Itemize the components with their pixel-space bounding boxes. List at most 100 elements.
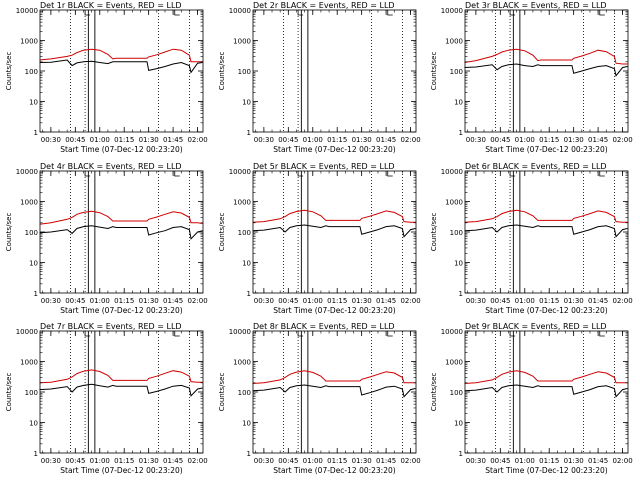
x-tick-label: 00:45	[65, 136, 85, 144]
y-axis-label: Counts/sec	[218, 373, 226, 412]
y-tick-label: 10000	[441, 328, 463, 336]
events-series-line	[464, 224, 628, 238]
plot-frame	[252, 170, 417, 294]
y-axis-label: Counts/sec	[430, 52, 438, 91]
x-tick-label: 01:15	[327, 297, 347, 305]
chart-panel-9: Det 9r BLACK = Events, RED = LLD 1 10 100 10…	[430, 322, 633, 475]
y-tick-label: 10	[454, 260, 463, 268]
x-tick-label: 02:00	[400, 297, 420, 305]
y-axis-label: Counts/sec	[5, 213, 13, 252]
x-tick-label: 01:30	[564, 136, 584, 144]
x-tick-label: 00:30	[466, 457, 486, 465]
lld-series-line	[464, 48, 628, 65]
y-axis-label: Counts/sec	[430, 213, 438, 252]
x-tick-label: 01:15	[114, 136, 134, 144]
x-tick-label: 00:30	[466, 136, 486, 144]
y-tick-label: 1	[459, 450, 463, 458]
panel-title: Det 1r BLACK = Events, RED = LLD	[40, 1, 182, 10]
plot-frame	[464, 330, 629, 454]
x-tick-label: 01:45	[376, 457, 396, 465]
y-tick-label: 1000	[20, 38, 38, 46]
events-series-line	[464, 63, 628, 77]
plot-frame	[252, 330, 417, 454]
x-tick-label: 01:00	[515, 457, 535, 465]
y-tick-label: 1000	[445, 38, 463, 46]
x-tick-label: 01:00	[303, 297, 323, 305]
panel-title: Det 8r BLACK = Events, RED = LLD	[253, 322, 395, 331]
chart-panel-6: Det 6r BLACK = Events, RED = LLD 1 10 100 10…	[430, 162, 633, 315]
x-tick-label: 01:00	[90, 136, 110, 144]
x-tick-label: 02:00	[612, 136, 632, 144]
y-tick-label: 10	[242, 260, 251, 268]
panel-title: Det 5r BLACK = Events, RED = LLD	[253, 162, 395, 171]
x-tick-label: 02:00	[612, 297, 632, 305]
x-tick-label: 00:45	[65, 457, 85, 465]
flag-marker	[387, 10, 393, 16]
plot-frame	[39, 170, 204, 294]
y-tick-label: 10	[242, 420, 251, 428]
x-tick-label: 01:30	[352, 457, 372, 465]
y-axis-label: Counts/sec	[430, 373, 438, 412]
y-tick-label: 1000	[20, 359, 38, 367]
x-tick-label: 01:00	[303, 457, 323, 465]
panel-title: Det 9r BLACK = Events, RED = LLD	[465, 322, 607, 331]
events-series-line	[252, 384, 416, 398]
flag-marker	[84, 331, 91, 337]
x-tick-label: 01:00	[90, 457, 110, 465]
events-series-line	[464, 384, 628, 398]
y-tick-label: 100	[238, 68, 251, 76]
y-tick-label: 10000	[229, 328, 251, 336]
plot-frame	[39, 9, 204, 133]
x-axis-label: Start Time (07-Dec-12 00:23:20)	[60, 145, 182, 154]
y-tick-label: 1000	[20, 199, 38, 207]
flag-marker	[297, 331, 304, 337]
events-series-line	[39, 59, 203, 74]
y-tick-label: 1000	[233, 38, 251, 46]
x-tick-label: 00:30	[254, 136, 274, 144]
lld-series-line	[39, 48, 203, 63]
y-tick-label: 1	[34, 129, 38, 137]
y-tick-label: 1000	[233, 359, 251, 367]
x-tick-label: 01:00	[303, 136, 323, 144]
x-tick-label: 00:30	[466, 297, 486, 305]
x-tick-label: 01:30	[564, 457, 584, 465]
x-tick-label: 01:45	[163, 297, 183, 305]
x-tick-label: 01:30	[139, 136, 159, 144]
y-axis-label: Counts/sec	[218, 52, 226, 91]
x-axis-label: Start Time (07-Dec-12 00:23:20)	[273, 145, 395, 154]
y-tick-label: 1	[459, 129, 463, 137]
flag-marker	[509, 10, 516, 16]
x-tick-label: 01:45	[163, 457, 183, 465]
chart-panel-7: Det 7r BLACK = Events, RED = LLD 1 10 100 10…	[5, 322, 208, 475]
x-tick-label: 01:30	[352, 297, 372, 305]
y-tick-label: 1	[459, 290, 463, 298]
x-tick-label: 00:30	[254, 457, 274, 465]
y-tick-label: 10000	[16, 328, 38, 336]
y-tick-label: 1000	[445, 199, 463, 207]
x-tick-label: 01:15	[539, 297, 559, 305]
y-tick-label: 10000	[16, 7, 38, 15]
x-tick-label: 01:45	[163, 136, 183, 144]
flag-marker	[387, 171, 393, 177]
x-tick-label: 00:30	[254, 297, 274, 305]
x-tick-label: 01:15	[114, 457, 134, 465]
flag-marker	[174, 331, 180, 337]
chart-panel-5: Det 5r BLACK = Events, RED = LLD 1 10 100 10…	[218, 162, 421, 315]
x-tick-label: 01:45	[588, 457, 608, 465]
y-tick-label: 100	[450, 389, 463, 397]
x-axis-label: Start Time (07-Dec-12 00:23:20)	[485, 466, 607, 475]
y-axis-label: Counts/sec	[5, 373, 13, 412]
x-tick-label: 01:15	[539, 136, 559, 144]
lld-series-line	[464, 370, 628, 384]
x-tick-label: 01:30	[352, 136, 372, 144]
panel-title: Det 7r BLACK = Events, RED = LLD	[40, 322, 182, 331]
plot-frame	[39, 330, 204, 454]
y-tick-label: 10	[454, 420, 463, 428]
flag-marker	[387, 331, 393, 337]
x-tick-label: 01:00	[90, 297, 110, 305]
x-tick-label: 00:30	[41, 457, 61, 465]
y-tick-label: 100	[25, 229, 38, 237]
x-tick-label: 02:00	[187, 136, 207, 144]
y-tick-label: 1000	[233, 199, 251, 207]
